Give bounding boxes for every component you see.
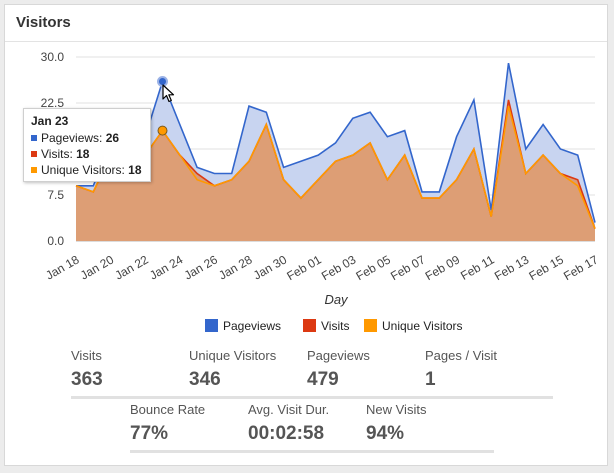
tooltip-label: Visits: bbox=[41, 147, 77, 161]
stat-underline bbox=[71, 396, 199, 399]
tooltip-row-pageviews: Pageviews: 26 bbox=[31, 130, 143, 146]
unique-visitors-swatch-icon bbox=[31, 166, 37, 173]
y-tick-label: 30.0 bbox=[41, 50, 65, 64]
stat-value: 94% bbox=[366, 423, 405, 444]
stat-underline bbox=[307, 396, 435, 399]
stat-underline bbox=[425, 396, 553, 399]
visits-swatch-icon bbox=[31, 150, 37, 157]
y-tick-label: 22.5 bbox=[41, 96, 65, 110]
tooltip-row-visits: Visits: 18 bbox=[31, 146, 143, 162]
unique-visitors-area bbox=[76, 106, 595, 241]
legend-swatch bbox=[364, 319, 377, 332]
pageviews-swatch-icon bbox=[31, 134, 37, 141]
stat-value: 00:02:58 bbox=[248, 423, 325, 444]
x-tick-label: Feb 09 bbox=[423, 252, 463, 283]
mouse-cursor-icon bbox=[162, 84, 175, 103]
stat-label: Avg. Visit Dur. bbox=[248, 402, 330, 417]
x-tick-label: Jan 22 bbox=[112, 252, 150, 282]
stat-label: Unique Visitors bbox=[189, 348, 277, 363]
stat-value: 346 bbox=[189, 369, 221, 390]
x-tick-label: Feb 13 bbox=[492, 252, 532, 283]
x-tick-label: Jan 30 bbox=[251, 252, 289, 282]
tooltip-row-unique-visitors: Unique Visitors: 18 bbox=[31, 162, 143, 178]
stat-unique-visitors: Unique Visitors 346 bbox=[189, 348, 317, 399]
legend-label-unique-visitors: Unique Visitors bbox=[382, 319, 462, 333]
tooltip-label: Pageviews: bbox=[41, 131, 106, 145]
stat-label: Pages / Visit bbox=[425, 348, 498, 363]
x-tick-label: Feb 05 bbox=[354, 252, 394, 283]
stat-underline bbox=[130, 450, 258, 453]
stat-visits: Visits 363 bbox=[71, 348, 199, 399]
x-tick-label: Feb 15 bbox=[527, 252, 567, 283]
legend-swatch bbox=[205, 319, 218, 332]
stat-new-visits: New Visits 94% bbox=[366, 402, 494, 453]
legend-swatch bbox=[303, 319, 316, 332]
stat-pages-per-visit: Pages / Visit 1 bbox=[425, 348, 553, 399]
x-axis-title: Day bbox=[324, 292, 349, 307]
legend-label-pageviews: Pageviews bbox=[223, 319, 281, 333]
tooltip-title: Jan 23 bbox=[31, 114, 69, 128]
stat-value: 363 bbox=[71, 369, 103, 390]
stat-value: 77% bbox=[130, 423, 169, 444]
stat-label: Pageviews bbox=[307, 348, 370, 363]
x-tick-label: Feb 17 bbox=[561, 252, 601, 283]
tooltip-value: 18 bbox=[128, 163, 142, 177]
stat-value: 479 bbox=[307, 369, 339, 390]
x-tick-label: Jan 26 bbox=[182, 252, 220, 282]
stat-label: Bounce Rate bbox=[130, 402, 206, 417]
stat-underline bbox=[248, 450, 376, 453]
stat-value: 1 bbox=[425, 369, 436, 390]
legend-label-visits: Visits bbox=[321, 319, 349, 333]
x-tick-label: Feb 03 bbox=[319, 252, 359, 283]
x-tick-label: Jan 28 bbox=[216, 252, 254, 282]
panel-header: Visitors bbox=[5, 5, 607, 42]
tooltip-value: 26 bbox=[105, 131, 120, 145]
chart-tooltip: Jan 23 Pageviews: 26 Visits: 18 Unique V… bbox=[23, 108, 151, 182]
x-tick-label: Feb 07 bbox=[388, 252, 428, 283]
stat-label: New Visits bbox=[366, 402, 427, 417]
x-tick-label: Jan 20 bbox=[78, 252, 116, 282]
visits-area bbox=[76, 99, 595, 242]
x-tick-label: Jan 24 bbox=[147, 252, 185, 282]
stat-underline bbox=[366, 450, 494, 453]
stat-bounce-rate: Bounce Rate 77% bbox=[130, 402, 258, 453]
panel-title: Visitors bbox=[16, 14, 71, 31]
x-tick-label: Feb 01 bbox=[284, 252, 324, 283]
stat-pageviews: Pageviews 479 bbox=[307, 348, 435, 399]
tooltip-label: Unique Visitors: bbox=[41, 163, 129, 177]
unique-visitors-point-highlight bbox=[157, 125, 168, 136]
stat-underline bbox=[189, 396, 317, 399]
stat-avg-visit-duration: Avg. Visit Dur. 00:02:58 bbox=[248, 402, 376, 453]
x-tick-label: Jan 18 bbox=[43, 252, 81, 282]
y-tick-label: 7.5 bbox=[47, 188, 64, 202]
stat-label: Visits bbox=[71, 348, 102, 363]
y-tick-label: 0.0 bbox=[47, 234, 64, 248]
x-tick-label: Feb 11 bbox=[458, 252, 497, 283]
tooltip-value: 18 bbox=[76, 147, 90, 161]
